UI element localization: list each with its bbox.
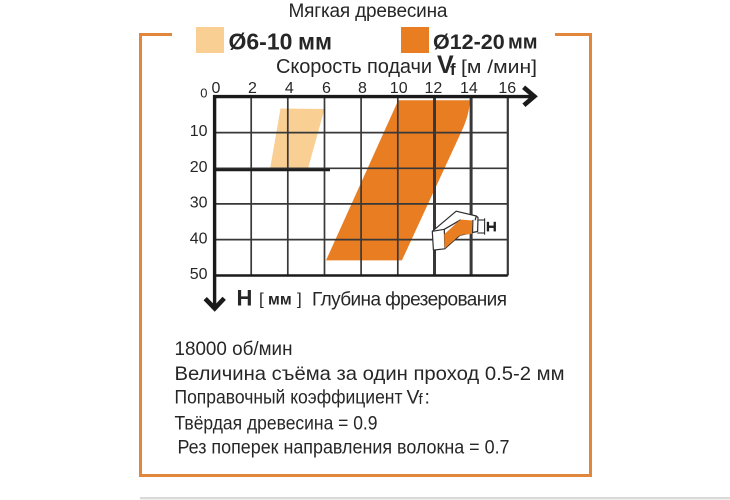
svg-text:30: 30 <box>190 195 208 212</box>
svg-text:H: H <box>237 286 253 311</box>
svg-text:6: 6 <box>322 80 331 97</box>
svg-text:f: f <box>450 60 456 79</box>
svg-text:18000 об/мин: 18000 об/мин <box>175 338 293 360</box>
svg-text:Мягкая древесина: Мягкая древесина <box>289 1 448 22</box>
svg-text:0: 0 <box>212 80 221 97</box>
svg-text:Твёрдая древесина = 0.9: Твёрдая древесина = 0.9 <box>175 413 378 435</box>
svg-text:мм: мм <box>298 29 332 55</box>
svg-text:[м /мин]: [м /мин] <box>461 57 537 77</box>
svg-text:[: [ <box>259 290 264 309</box>
svg-text:]: ] <box>297 290 302 309</box>
svg-text:Рез поперек направления волокн: Рез поперек направления волокна = 0.7 <box>178 436 510 458</box>
svg-text:f: f <box>419 391 424 408</box>
svg-text:8: 8 <box>358 80 367 97</box>
svg-text:Глубина фрезерования: Глубина фрезерования <box>312 290 507 311</box>
svg-text:50: 50 <box>190 266 208 283</box>
svg-text:Величина съёма за один проход: Величина съёма за один проход 0.5-2 мм <box>175 363 565 385</box>
svg-text:Скорость подачи: Скорость подачи <box>276 56 432 78</box>
svg-text:Поправочный коэффициент: Поправочный коэффициент <box>175 386 403 408</box>
svg-text:0: 0 <box>200 85 207 100</box>
svg-text:V: V <box>407 386 420 408</box>
svg-text:12: 12 <box>425 80 443 97</box>
svg-text:V: V <box>437 51 454 79</box>
svg-text:Ø12-20: Ø12-20 <box>433 30 505 54</box>
svg-text:10: 10 <box>390 80 408 97</box>
svg-text:4: 4 <box>285 80 294 97</box>
svg-text:16: 16 <box>498 80 516 97</box>
svg-text::: : <box>425 386 430 408</box>
svg-text:40: 40 <box>190 230 208 247</box>
svg-text:Ø6-10: Ø6-10 <box>229 29 293 55</box>
svg-text:14: 14 <box>460 80 478 97</box>
svg-text:мм: мм <box>508 32 538 54</box>
svg-text:мм: мм <box>268 292 292 309</box>
svg-text:2: 2 <box>248 80 257 97</box>
svg-text:20: 20 <box>190 159 208 176</box>
svg-text:10: 10 <box>190 123 208 140</box>
